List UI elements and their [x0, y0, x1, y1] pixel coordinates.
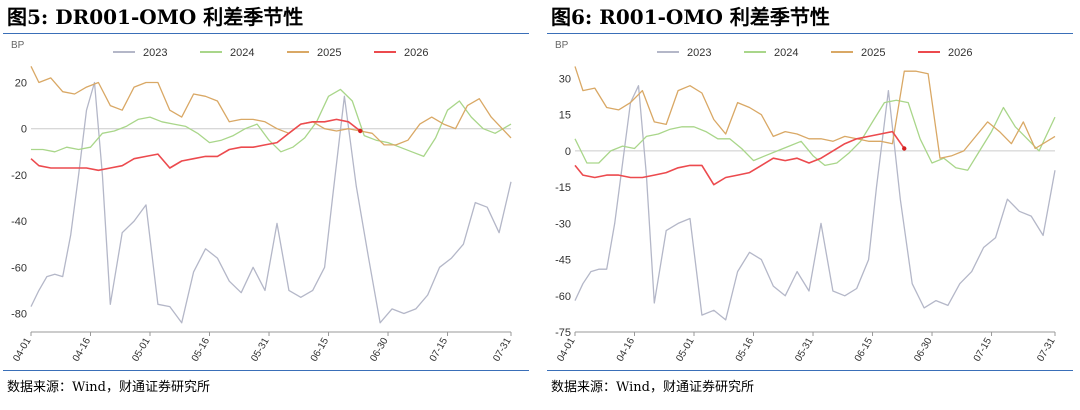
- legend-label-2026: 2026: [948, 47, 972, 59]
- x-tick-label: 06-15: [309, 336, 332, 364]
- legend-label-2025: 2025: [861, 47, 885, 59]
- y-tick-label: -20: [11, 170, 27, 182]
- y-unit-label: BP: [11, 40, 25, 51]
- legend-label-2024: 2024: [230, 47, 254, 59]
- source-note-right: 数据来源：Wind，财通证券研究所: [551, 380, 754, 395]
- x-tick-label: 05-01: [130, 336, 153, 364]
- series-line-2026: [30, 118, 361, 172]
- y-tick-label: 20: [15, 77, 27, 89]
- title-rule-left: [3, 33, 529, 34]
- source-rule-right: [547, 370, 1073, 371]
- x-tick-label: 04-16: [615, 336, 638, 364]
- title-rule-right: [547, 33, 1073, 34]
- series-line-2026: [574, 130, 905, 186]
- y-tick-label: 0: [21, 124, 27, 136]
- series-line-2025: [30, 66, 512, 146]
- x-tick-label: 06-30: [912, 336, 935, 364]
- y-tick-label: -60: [11, 262, 27, 274]
- x-tick-label: 05-31: [249, 336, 272, 364]
- series-end-point-2026: [358, 128, 363, 134]
- y-tick-label: -75: [555, 327, 571, 339]
- source-rule-left: [3, 370, 529, 371]
- y-tick-label: 15: [559, 110, 571, 122]
- y-tick-label: -80: [11, 309, 27, 321]
- y-unit-label: BP: [555, 40, 569, 51]
- x-tick-label: 07-31: [491, 336, 514, 364]
- legend-label-2023: 2023: [687, 47, 711, 59]
- series-end-point-2026: [902, 146, 907, 151]
- chart-left: BP 20 0 -20 -40 -60 -80 04-01 04-16 05-01 05-16 05-…: [11, 40, 514, 364]
- y-tick-label: -60: [555, 291, 571, 303]
- x-tick-label: 04-01: [11, 336, 34, 364]
- chart-panel-right: 图6: R001-OMO 利差季节性 BP 30 15 0 -15 -30 -45 -60 -7…: [547, 0, 1077, 410]
- x-tick-label: 05-16: [734, 336, 757, 364]
- x-tick-label: 06-30: [368, 336, 391, 364]
- x-tick-label: 04-16: [71, 336, 94, 364]
- y-tick-label: -45: [555, 255, 571, 267]
- legend-label-2025: 2025: [317, 47, 341, 59]
- x-tick-label: 05-01: [674, 336, 697, 364]
- chart-title-right: 图6: R001-OMO 利差季节性: [551, 5, 830, 29]
- x-tick-label: 07-15: [972, 336, 995, 364]
- x-tick-label: 07-15: [428, 336, 451, 364]
- series-line-2024: [31, 88, 512, 158]
- x-tick-label: 07-31: [1035, 336, 1058, 364]
- x-tick-label: 05-31: [793, 336, 816, 364]
- y-tick-label: -15: [555, 182, 571, 194]
- x-tick-label: 06-15: [853, 336, 876, 364]
- legend-label-2026: 2026: [404, 47, 428, 59]
- series-line-2024: [574, 99, 1056, 171]
- y-tick-label: -30: [555, 218, 571, 230]
- series-line-2023: [30, 81, 512, 324]
- x-tick-label: 04-01: [555, 336, 578, 364]
- y-tick-label: -40: [11, 216, 27, 228]
- y-tick-label: 0: [565, 146, 571, 158]
- series-line-2025: [574, 66, 1056, 159]
- series-line-2023: [574, 85, 1056, 321]
- legend-label-2024: 2024: [774, 47, 798, 59]
- chart-panel-left: 图5: DR001-OMO 利差季节性 BP 20 0 -20 -40 -60 -80 04-…: [3, 0, 533, 410]
- source-note-left: 数据来源：Wind，财通证券研究所: [7, 380, 210, 395]
- x-tick-label: 05-16: [190, 336, 213, 364]
- y-tick-label: 30: [559, 73, 571, 85]
- legend-label-2023: 2023: [143, 47, 167, 59]
- chart-title-left: 图5: DR001-OMO 利差季节性: [7, 5, 304, 29]
